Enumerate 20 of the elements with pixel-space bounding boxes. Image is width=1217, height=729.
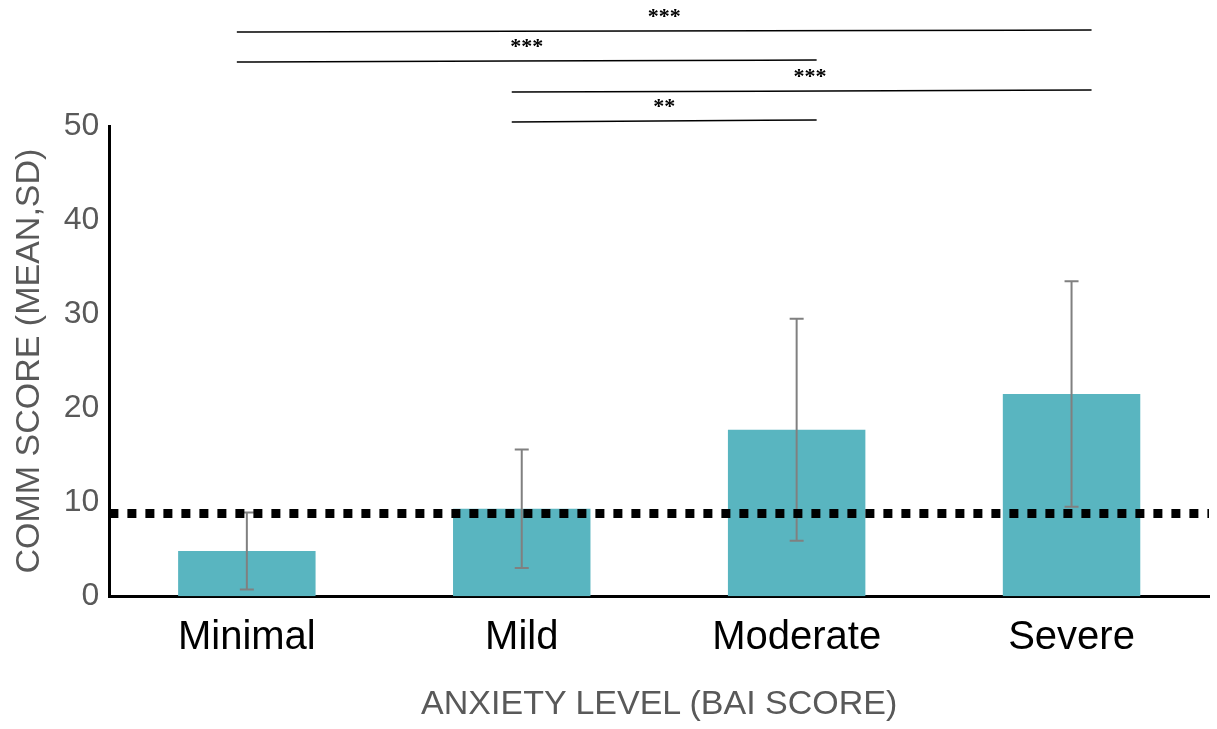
y-tick-label: 50 bbox=[63, 105, 100, 142]
x-axis-title: ANXIETY LEVEL (BAI SCORE) bbox=[421, 682, 898, 721]
y-tick-label: 10 bbox=[63, 481, 100, 518]
y-axis-title: COMM SCORE (MEAN,SD) bbox=[7, 148, 46, 574]
y-tick-label: 40 bbox=[63, 199, 100, 236]
text: *** bbox=[647, 2, 681, 28]
bar bbox=[1002, 394, 1141, 597]
y-tick-label: 0 bbox=[81, 576, 100, 613]
bar bbox=[727, 429, 866, 597]
x-tick-label: Moderate bbox=[712, 613, 882, 658]
x-tick-label: Severe bbox=[1008, 613, 1135, 658]
text: *** bbox=[510, 32, 544, 58]
text: *** bbox=[793, 62, 827, 88]
text: ** bbox=[653, 92, 676, 118]
x-tick-label: Mild bbox=[485, 613, 559, 658]
y-tick-label: 20 bbox=[63, 387, 100, 424]
x-tick-label: Minimal bbox=[177, 613, 316, 658]
y-tick-label: 30 bbox=[63, 293, 100, 330]
bar bbox=[453, 508, 591, 597]
bar bbox=[178, 551, 316, 597]
